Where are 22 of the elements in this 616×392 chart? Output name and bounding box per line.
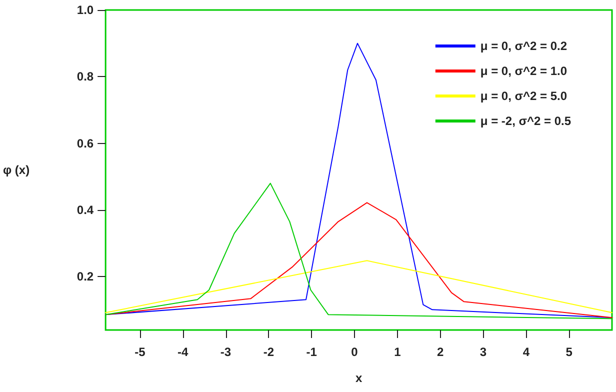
legend-label: μ = 0, σ^2 = 5.0 (480, 89, 568, 103)
x-tick-label: -4 (178, 345, 188, 359)
x-tick-label: 5 (566, 345, 573, 359)
x-tick-label: -1 (306, 345, 318, 359)
x-tick-label: 1 (394, 345, 402, 359)
x-tick-label: 2 (436, 345, 444, 359)
x-tick-label: -2 (263, 345, 274, 359)
y-axis-title: φ (x) (2, 163, 30, 177)
legend-label: μ = 0, σ^2 = 0.2 (480, 39, 568, 53)
legend-label: μ = 0, σ^2 = 1.0 (480, 64, 568, 78)
x-tick-label: -5 (134, 345, 146, 359)
x-tick-label: 4 (522, 345, 530, 359)
x-axis-title: x (355, 371, 362, 385)
y-tick-label: 0.6 (76, 136, 94, 150)
legend-label: μ = -2, σ^2 = 0.5 (480, 114, 572, 128)
y-tick-label: 1.0 (76, 3, 94, 17)
x-tick-label: 0 (351, 345, 358, 359)
y-tick-label: 0.8 (76, 70, 94, 84)
x-tick-label: -3 (220, 345, 232, 359)
x-tick-label: 3 (480, 345, 487, 359)
y-tick-label: 0.2 (76, 270, 94, 284)
y-tick-label: 0.4 (76, 203, 94, 217)
